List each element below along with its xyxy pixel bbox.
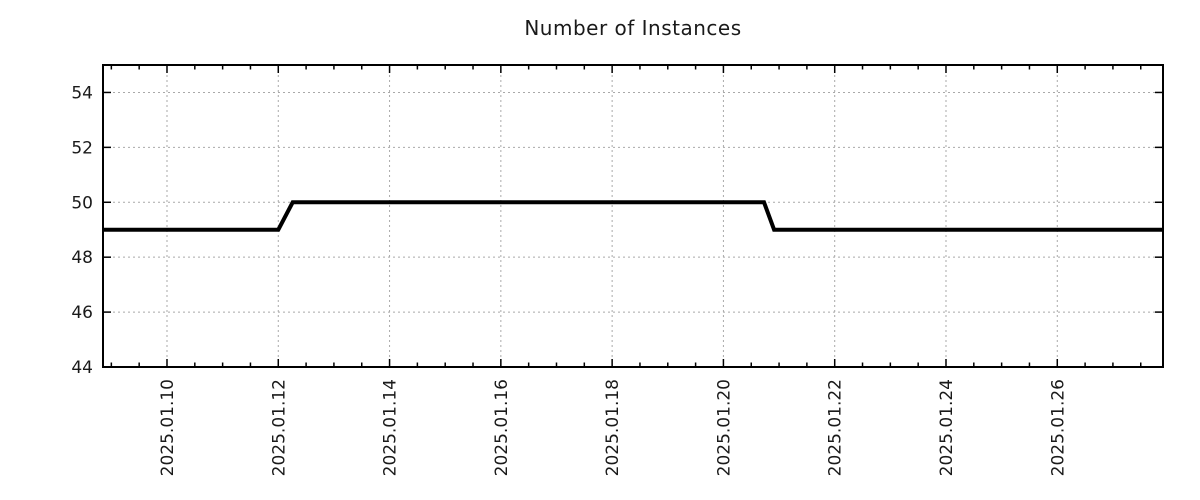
chart-title: Number of Instances (524, 16, 742, 40)
x-tick-label: 2025.01.12 (269, 379, 289, 476)
x-tick-label: 2025.01.14 (381, 379, 401, 476)
y-tick-label: 44 (71, 358, 93, 378)
x-tick-label: 2025.01.24 (937, 379, 957, 476)
y-tick-label: 50 (71, 193, 93, 213)
y-tick-label: 52 (71, 138, 93, 158)
x-tick-label: 2025.01.26 (1048, 379, 1068, 476)
x-tick-label: 2025.01.16 (492, 379, 512, 476)
y-tick-label: 54 (71, 83, 93, 103)
y-tick-label: 48 (71, 248, 93, 268)
x-tick-label: 2025.01.10 (158, 379, 178, 476)
x-tick-label: 2025.01.20 (714, 379, 734, 476)
plot-border (102, 64, 1164, 368)
y-tick-label: 46 (71, 303, 93, 323)
x-tick-label: 2025.01.22 (826, 379, 846, 476)
series-line (103, 200, 1163, 232)
x-tick-label: 2025.01.18 (603, 379, 623, 476)
